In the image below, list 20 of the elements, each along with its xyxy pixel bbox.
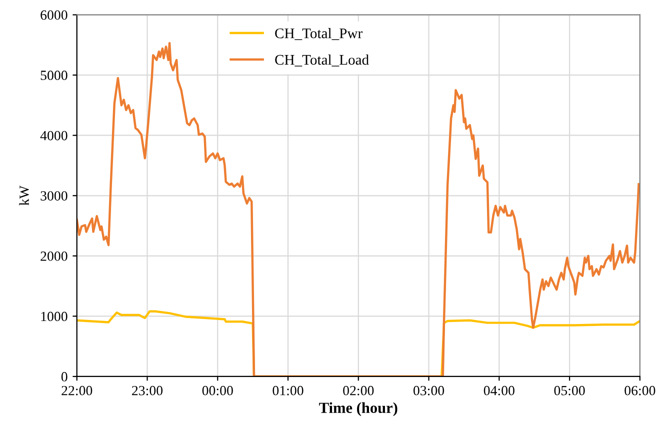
- legend-label: CH_Total_Pwr: [275, 28, 362, 40]
- y-axis-title: kW: [19, 186, 29, 206]
- x-tick-label: 22:00: [62, 386, 92, 396]
- x-tick-label: 23:00: [132, 386, 163, 396]
- legend-label: CH_Total_Load: [275, 54, 369, 66]
- y-tick-label: 2000: [40, 252, 68, 261]
- y-tick-label: 1000: [41, 312, 68, 322]
- y-tick-label: 0: [61, 372, 68, 382]
- y-tick-label: 6000: [40, 10, 68, 20]
- x-tick-label: 03:00: [413, 386, 444, 396]
- x-tick-label: 05:00: [554, 386, 585, 396]
- x-tick-label: 06:00: [624, 386, 656, 396]
- x-tick-label: 00:00: [202, 386, 233, 396]
- x-tick-label: 01:00: [272, 386, 304, 396]
- y-tick-label: 3000: [40, 191, 68, 201]
- y-tick-label: 4000: [40, 130, 68, 140]
- x-axis-title: Time (hour): [319, 402, 398, 416]
- x-tick-label: 04:00: [484, 386, 514, 396]
- x-tick-label: 02:00: [343, 386, 374, 396]
- y-tick-label: 5000: [40, 70, 68, 80]
